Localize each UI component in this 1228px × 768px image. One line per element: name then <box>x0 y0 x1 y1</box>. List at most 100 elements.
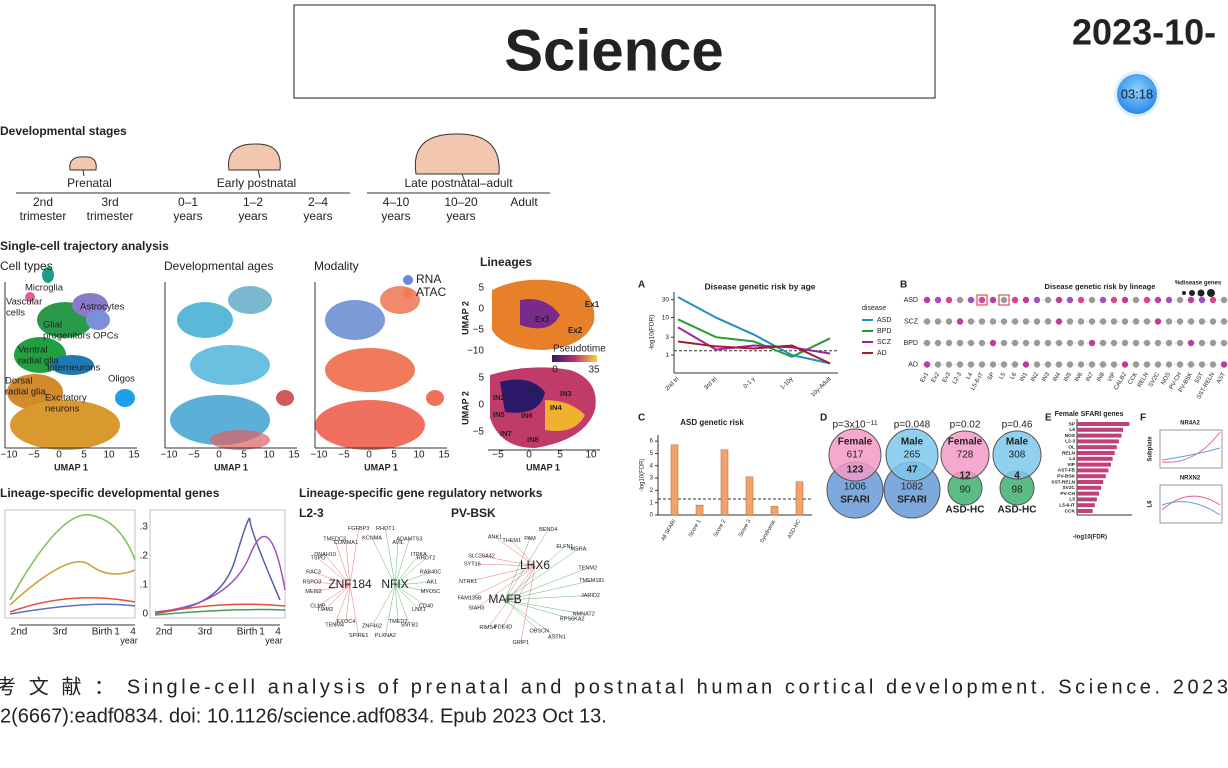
dot <box>1099 339 1107 347</box>
dot <box>1132 318 1140 325</box>
bar <box>770 506 779 516</box>
panel-title: Modality <box>314 259 359 273</box>
bar <box>1077 445 1117 450</box>
y-tick-label: 3 <box>665 334 669 341</box>
dot <box>1165 296 1173 304</box>
x-tick-label: Birth <box>237 627 258 638</box>
network-edge <box>349 584 359 636</box>
x-tick-label: 10 <box>263 450 275 461</box>
network-edge <box>394 584 420 610</box>
y-tick-label: CCK <box>1065 508 1076 514</box>
dot <box>1143 318 1151 325</box>
gene-label: BEND4 <box>539 527 557 533</box>
stage-item: 0–1 <box>178 195 198 209</box>
dot <box>1132 361 1140 368</box>
dot <box>956 318 964 325</box>
gene-label: TMEM181 <box>579 578 604 584</box>
x-tick-label: 0-1 y <box>743 376 757 390</box>
gene-label: TSPO <box>310 556 326 562</box>
section-title: Lineage-specific developmental genes <box>0 486 220 500</box>
network-edge <box>317 584 351 607</box>
gene-label: COMMA1 <box>334 540 358 546</box>
network-edge <box>394 554 420 586</box>
gene-label: TMEDC3 <box>323 536 346 542</box>
x-tick-label: 4 <box>130 627 136 638</box>
x-tick-label: 1 <box>114 627 120 638</box>
cell-type-label: Oligos <box>108 374 135 385</box>
column-label: IN2 <box>1030 371 1040 383</box>
y-tick-label: 5 <box>650 451 654 457</box>
dot <box>1143 361 1151 368</box>
dot <box>1176 296 1184 304</box>
axis-unit: year <box>120 635 138 645</box>
venn-count: 1006 <box>844 482 867 493</box>
column-label: IN1 <box>1019 371 1029 383</box>
dot <box>1220 296 1228 304</box>
chart-title: ASD genetic risk <box>680 418 744 427</box>
bar <box>1077 474 1106 479</box>
dot <box>1154 318 1162 325</box>
y-tick-label: 0 <box>478 304 484 315</box>
timer <box>1117 74 1157 114</box>
y-tick-label: 6 <box>650 439 654 445</box>
x-tick-label: 10 <box>413 450 425 461</box>
bar <box>1077 422 1130 426</box>
chart-title: Disease genetic risk by age <box>704 281 815 291</box>
dot <box>1110 361 1118 368</box>
dot <box>989 318 997 325</box>
cell-type-label: radial glia <box>18 356 59 367</box>
column-label: SP <box>987 372 996 382</box>
dot <box>1143 296 1151 304</box>
gene-label: ZNF462 <box>362 623 382 629</box>
dot <box>1099 296 1107 304</box>
venn-overlap: 12 <box>959 471 971 482</box>
dot <box>1187 318 1195 325</box>
x-tick-label: 10 <box>103 450 115 461</box>
venn-count: 728 <box>957 450 974 461</box>
gene-label: CLMP <box>310 603 326 609</box>
size-legend-dot <box>1207 289 1215 297</box>
column-label: SV2C <box>1148 371 1161 388</box>
gene-label: SLC26A42 <box>468 554 495 560</box>
dot <box>1088 318 1096 325</box>
dot <box>1132 296 1140 304</box>
dot <box>1121 318 1129 325</box>
gene-label: SPIRE1 <box>349 633 369 639</box>
x-tick-label: Score 2 <box>713 519 728 538</box>
legend-dot <box>403 288 413 298</box>
venn-label: SFARI <box>840 495 870 506</box>
venn-label: Male <box>901 437 924 448</box>
line-series <box>677 296 831 365</box>
dot <box>934 361 942 368</box>
network-edge <box>394 542 399 586</box>
gene-label: PAM <box>524 536 536 542</box>
x-tick-label: 5 <box>241 450 247 461</box>
chart-title: Female SFARI genes <box>1055 411 1124 418</box>
colorbar-tick: 35 <box>588 365 600 376</box>
stage-item: years <box>238 209 267 223</box>
column-label: Ex2 <box>931 371 942 384</box>
dot <box>945 296 953 304</box>
dot <box>1088 361 1096 368</box>
venn-label: SFARI <box>897 495 927 506</box>
cell-type-label: Interneurons <box>47 363 101 374</box>
gene-label: LNX1 <box>412 607 426 613</box>
column-label: Ex3 <box>942 371 953 384</box>
row-label: SCZ <box>904 318 919 325</box>
network-edge <box>469 565 536 599</box>
cell-type-label: Glial <box>43 320 62 331</box>
hub-gene: NFIX <box>381 577 408 591</box>
dot <box>956 296 964 304</box>
venn-count: 1082 <box>901 482 924 493</box>
network-edge <box>385 528 396 586</box>
x-tick-label: −5 <box>28 450 40 461</box>
stage-item: trimester <box>87 209 134 223</box>
network-edge <box>468 565 536 582</box>
y-tick-label: 5 <box>478 373 484 384</box>
y-tick-label: SST-RELN <box>1051 479 1075 485</box>
x-tick-label: 2nd tri <box>664 376 680 392</box>
gene-label: SYT16 <box>464 561 481 567</box>
dot <box>1033 318 1041 325</box>
dot <box>1088 339 1096 347</box>
network-edge <box>511 540 536 567</box>
